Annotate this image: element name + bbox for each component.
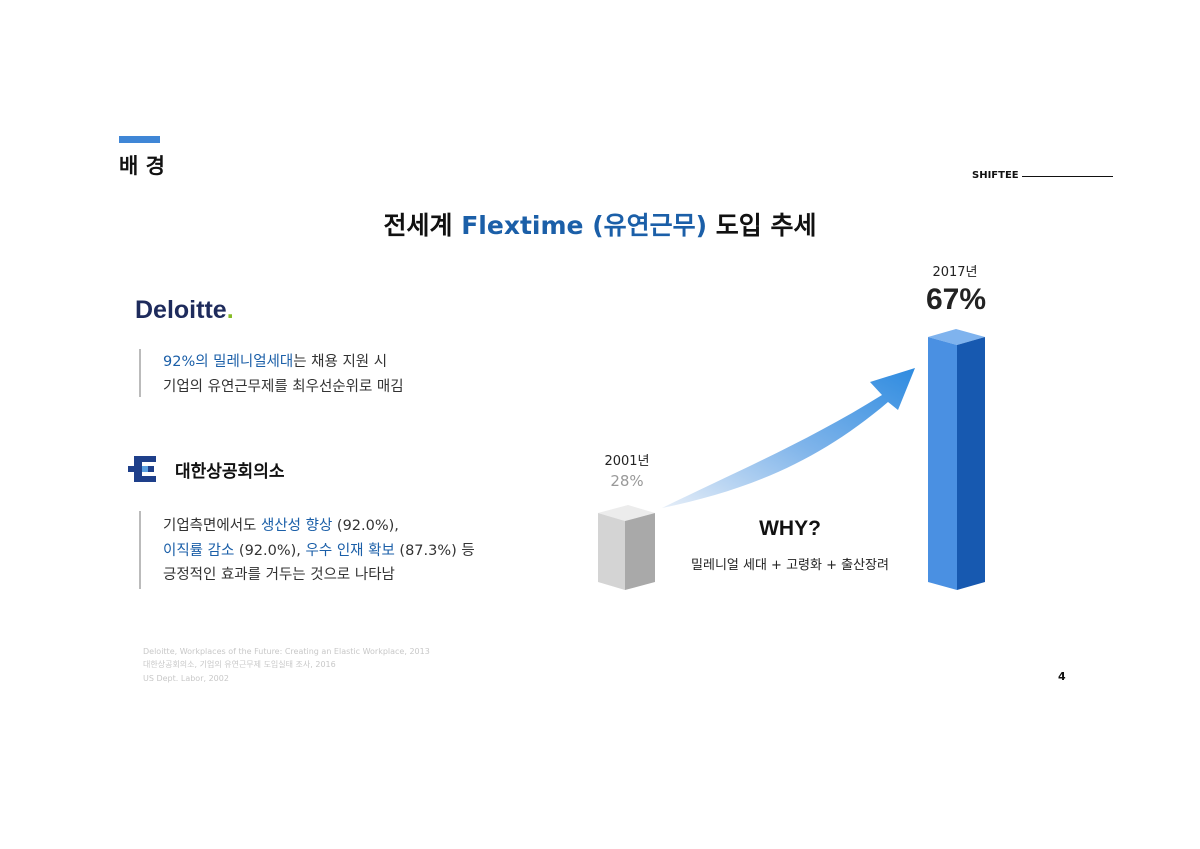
footnote: 대한상공회의소, 기업의 유연근무제 도입실태 조사, 2016 bbox=[143, 660, 336, 669]
title-part: 전세계 bbox=[383, 211, 462, 240]
finding-line: 이직률 감소 (92.0%), 우수 인재 확보 (87.3%) 등 bbox=[163, 539, 475, 560]
text: 긍정적인 효과를 거두는 것으로 나타남 bbox=[163, 567, 395, 583]
title: 전세계 Flextime (유연근무) 도입 추세 bbox=[0, 206, 1200, 242]
highlight: 92%의 밀레니얼세대 bbox=[163, 354, 294, 370]
trend-graphic bbox=[598, 329, 985, 590]
end-value: 67% bbox=[925, 283, 987, 316]
text: (87.3%) 등 bbox=[394, 543, 475, 559]
text: 기업측면에서도 bbox=[163, 518, 261, 534]
start-value: 28% bbox=[610, 472, 644, 490]
kcci-icon bbox=[128, 456, 156, 482]
text: 는 채용 지원 시 bbox=[293, 354, 388, 370]
text: (92.0%), bbox=[332, 518, 399, 534]
quote-rule bbox=[139, 511, 141, 589]
title-highlight: Flextime (유연근무) bbox=[461, 211, 708, 240]
highlight: 우수 인재 확보 bbox=[305, 543, 395, 559]
finding-line: 기업측면에서도 생산성 향상 (92.0%), bbox=[163, 514, 399, 535]
finding-line: 긍정적인 효과를 거두는 것으로 나타남 bbox=[163, 563, 395, 584]
accent-bar bbox=[119, 136, 160, 143]
quote-rule bbox=[139, 349, 141, 397]
page-number: 4 bbox=[1058, 670, 1066, 683]
text: (92.0%), bbox=[234, 543, 306, 559]
kcci-logo: 대한상공회의소 bbox=[175, 462, 285, 482]
start-year: 2001년 bbox=[604, 454, 650, 469]
end-year: 2017년 bbox=[932, 265, 978, 280]
footnote: US Dept. Labor, 2002 bbox=[143, 674, 229, 683]
finding-line: 기업의 유연근무제를 최우선순위로 매김 bbox=[163, 375, 404, 396]
finding-line: 92%의 밀레니얼세대는 채용 지원 시 bbox=[163, 350, 387, 371]
logo-text: Deloitte bbox=[135, 296, 227, 324]
highlight: 이직률 감소 bbox=[163, 543, 235, 559]
reasons: 밀레니얼 세대 + 고령화 + 출산장려 bbox=[691, 558, 889, 573]
title-part: 도입 추세 bbox=[707, 211, 817, 240]
section-label: 배 경 bbox=[119, 154, 165, 178]
deloitte-logo: Deloitte. bbox=[135, 296, 234, 325]
why: WHY? bbox=[759, 517, 821, 540]
highlight: 생산성 향상 bbox=[261, 518, 333, 534]
brand-rule bbox=[1022, 176, 1113, 177]
text: 기업의 유연근무제를 최우선순위로 매김 bbox=[163, 379, 404, 395]
footnote: Deloitte, Workplaces of the Future: Crea… bbox=[143, 647, 430, 656]
logo-dot: . bbox=[226, 296, 234, 324]
brand: SHIFTEE bbox=[972, 170, 1019, 181]
